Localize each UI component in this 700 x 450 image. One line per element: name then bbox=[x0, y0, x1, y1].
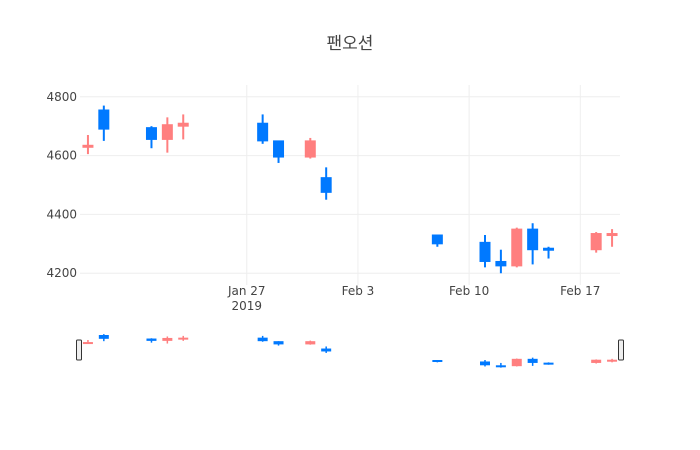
slider-candle bbox=[543, 362, 554, 365]
slider-candle bbox=[162, 336, 173, 344]
slider-candle-body bbox=[511, 358, 522, 367]
candle-body[interactable] bbox=[590, 233, 602, 251]
slider-candle-body bbox=[607, 359, 618, 362]
candle[interactable] bbox=[543, 246, 555, 259]
y-tick-label: 4600 bbox=[46, 149, 77, 163]
candle[interactable] bbox=[273, 140, 285, 163]
candle-body[interactable] bbox=[495, 260, 507, 267]
candle-body[interactable] bbox=[145, 127, 157, 140]
x-tick-label: Feb 3 bbox=[342, 284, 375, 298]
candle[interactable] bbox=[606, 229, 618, 247]
slider-candle bbox=[82, 340, 93, 345]
candle[interactable] bbox=[82, 135, 94, 155]
slider-candle bbox=[146, 338, 157, 343]
slider-candle-body bbox=[480, 361, 490, 366]
slider-candle-body bbox=[495, 365, 506, 368]
candle-body[interactable] bbox=[543, 247, 555, 251]
slider-candle-body bbox=[432, 360, 443, 362]
x-tick-sublabel: 2019 bbox=[231, 299, 262, 313]
y-tick-label: 4400 bbox=[46, 207, 77, 221]
slider-candle bbox=[432, 360, 443, 363]
candle[interactable] bbox=[527, 223, 539, 265]
slider-candle-body bbox=[273, 341, 284, 345]
slider-candle-body bbox=[178, 337, 189, 340]
candle[interactable] bbox=[431, 234, 443, 247]
slider-candle-body bbox=[82, 342, 93, 345]
candle-body[interactable] bbox=[304, 140, 316, 158]
candle[interactable] bbox=[145, 126, 157, 149]
y-tick-label: 4200 bbox=[46, 266, 77, 280]
candle-body[interactable] bbox=[606, 233, 618, 237]
slider-candle bbox=[480, 360, 490, 367]
slider-candle bbox=[257, 335, 268, 342]
slider-candle-body bbox=[543, 362, 554, 365]
x-tick-label: Feb 17 bbox=[560, 284, 600, 298]
candle-body[interactable] bbox=[257, 122, 269, 142]
range-slider-right-handle[interactable] bbox=[618, 339, 624, 361]
slider-candle bbox=[98, 334, 109, 342]
candle-body[interactable] bbox=[511, 228, 523, 267]
candle-body[interactable] bbox=[527, 228, 539, 251]
candle-body[interactable] bbox=[82, 144, 94, 148]
x-tick-label: Feb 10 bbox=[449, 284, 489, 298]
candle-body[interactable] bbox=[479, 241, 491, 262]
slider-candle-body bbox=[321, 348, 332, 352]
slider-candle-body bbox=[162, 337, 173, 341]
slider-candle bbox=[321, 346, 332, 353]
candle-body[interactable] bbox=[161, 124, 173, 140]
candle[interactable] bbox=[177, 114, 189, 140]
grid-lines bbox=[80, 85, 620, 285]
candle[interactable] bbox=[304, 137, 316, 159]
slider-candle-body bbox=[305, 341, 316, 345]
candle[interactable] bbox=[590, 232, 602, 253]
candle-body[interactable] bbox=[177, 122, 189, 127]
slider-candle-body bbox=[257, 337, 268, 342]
range-slider[interactable] bbox=[76, 334, 624, 368]
chart-title: 팬오션 bbox=[327, 34, 374, 54]
slider-candle bbox=[511, 358, 522, 367]
y-axis-ticks: 4200 4400 4600 4800 bbox=[46, 90, 77, 280]
range-slider-left-handle[interactable] bbox=[76, 339, 82, 361]
slider-candle bbox=[305, 340, 316, 345]
slider-candle-body bbox=[591, 359, 602, 363]
candle-body[interactable] bbox=[98, 109, 110, 130]
slider-candle bbox=[495, 362, 506, 368]
candle[interactable] bbox=[161, 117, 173, 153]
candle-body[interactable] bbox=[431, 234, 443, 245]
slider-candle bbox=[178, 335, 189, 341]
slider-candle-body bbox=[527, 358, 538, 363]
slider-candle bbox=[273, 341, 284, 346]
candle[interactable] bbox=[98, 105, 110, 141]
slider-candle bbox=[527, 357, 538, 366]
slider-candle bbox=[607, 358, 618, 363]
candle[interactable] bbox=[257, 114, 269, 144]
slider-candle bbox=[591, 359, 602, 364]
slider-candle-body bbox=[146, 338, 157, 341]
candle[interactable] bbox=[495, 249, 507, 274]
y-tick-label: 4800 bbox=[46, 90, 77, 104]
candle-body[interactable] bbox=[320, 177, 332, 193]
candle[interactable] bbox=[511, 227, 523, 268]
candles[interactable] bbox=[82, 105, 618, 274]
slider-candle-body bbox=[98, 335, 109, 339]
candle-body[interactable] bbox=[273, 140, 285, 158]
candle[interactable] bbox=[320, 167, 332, 200]
candle[interactable] bbox=[479, 235, 491, 268]
x-tick-label: Jan 27 bbox=[227, 284, 266, 298]
